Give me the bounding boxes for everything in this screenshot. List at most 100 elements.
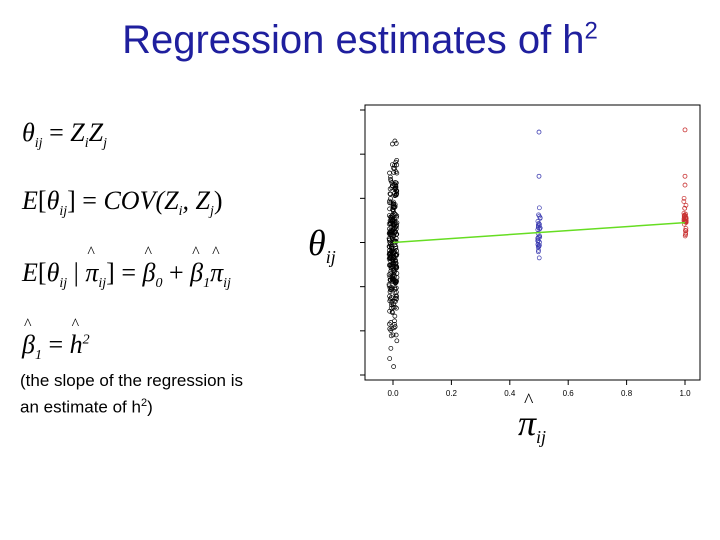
data-point [392, 191, 397, 196]
data-point [389, 236, 395, 241]
data-point [535, 218, 541, 224]
data-point [536, 243, 542, 249]
y-tick-label: -2 [355, 283, 357, 291]
data-point [389, 302, 394, 308]
data-point [388, 196, 393, 201]
equation-theta-def: θij = ZiZj [22, 118, 107, 152]
data-point [387, 170, 392, 176]
data-point [392, 313, 398, 319]
data-point [394, 338, 400, 344]
data-point [394, 265, 400, 270]
data-point [535, 235, 541, 241]
x-tick-label: 0.6 [563, 389, 575, 398]
data-point [681, 216, 687, 221]
data-point [387, 356, 393, 361]
data-point [391, 266, 397, 272]
slope-note: (the slope of the regression is an estim… [20, 370, 243, 419]
y-tick-label: 6 [355, 107, 357, 112]
data-point [393, 299, 398, 304]
y-tick-label: -4 [355, 327, 357, 335]
x-axis-label: πij [518, 390, 546, 448]
data-point [387, 198, 392, 204]
data-point [681, 199, 687, 204]
data-point [391, 204, 396, 210]
data-point [387, 296, 393, 302]
data-point [388, 178, 394, 184]
data-point [389, 213, 395, 218]
data-point [393, 332, 399, 338]
data-point [394, 215, 399, 220]
data-point [387, 298, 393, 304]
data-point [394, 223, 399, 229]
data-point [393, 252, 399, 258]
equation-regression: E[θij | πij] = β0 + β1πij [22, 244, 231, 292]
data-point [683, 228, 689, 234]
data-point [393, 295, 398, 301]
data-point [681, 195, 687, 201]
data-point [682, 233, 688, 239]
data-point [388, 287, 394, 293]
data-point [391, 201, 396, 207]
data-point [393, 285, 399, 291]
equation-expectation: E[θij] = COV(Zi, Zj) [22, 186, 223, 220]
y-axis-label: θij [308, 223, 336, 268]
equation-slope-h2: β1 = h2 [22, 316, 90, 364]
data-point [536, 221, 542, 226]
data-point [683, 202, 689, 208]
note-line-1: (the slope of the regression is [20, 371, 244, 390]
data-point [391, 325, 397, 331]
data-point [683, 226, 689, 231]
data-point [394, 271, 400, 276]
plot-frame [364, 104, 701, 381]
data-point [537, 225, 543, 231]
data-point [535, 238, 541, 243]
data-point [682, 173, 688, 179]
data-point [387, 186, 393, 192]
x-tick-label: 0.2 [446, 389, 458, 398]
data-point [388, 305, 394, 311]
data-point [682, 182, 688, 188]
data-point [682, 205, 688, 211]
data-point [393, 159, 399, 165]
data-point [389, 274, 395, 280]
data-point [536, 255, 542, 261]
slide-title: Regression estimates of h2 [122, 17, 598, 62]
data-point [536, 212, 541, 218]
data-point [683, 211, 689, 217]
note-line-2: an estimate of h2) [20, 397, 153, 417]
data-point [387, 226, 392, 232]
data-point [392, 138, 398, 144]
data-point [390, 273, 396, 279]
data-point [390, 332, 396, 338]
data-point [386, 244, 392, 249]
y-tick-label: -6 [355, 371, 357, 379]
data-point [388, 328, 394, 333]
y-tick-label: 4 [355, 151, 357, 156]
data-point [392, 321, 397, 327]
data-point [393, 279, 399, 284]
x-tick-label: 0.0 [387, 389, 399, 398]
data-point [682, 127, 688, 133]
y-tick-label: 2 [355, 196, 357, 201]
data-point [388, 249, 394, 255]
data-point [390, 212, 396, 217]
x-tick-label: 0.4 [504, 389, 516, 398]
data-point [393, 244, 399, 249]
x-tick-label: 0.8 [621, 389, 633, 398]
data-point [391, 279, 396, 284]
data-point [392, 290, 398, 296]
data-point [390, 162, 395, 168]
data-point [392, 230, 398, 235]
data-point [390, 141, 395, 147]
data-point [392, 193, 398, 199]
data-point [391, 364, 396, 369]
data-point [392, 318, 397, 324]
data-point [388, 255, 394, 261]
data-point [393, 293, 399, 299]
data-point [537, 205, 542, 211]
data-point [387, 321, 392, 327]
x-tick-label: 1.0 [679, 389, 691, 398]
data-point [535, 249, 541, 255]
data-point [683, 231, 689, 236]
data-point [390, 183, 395, 189]
